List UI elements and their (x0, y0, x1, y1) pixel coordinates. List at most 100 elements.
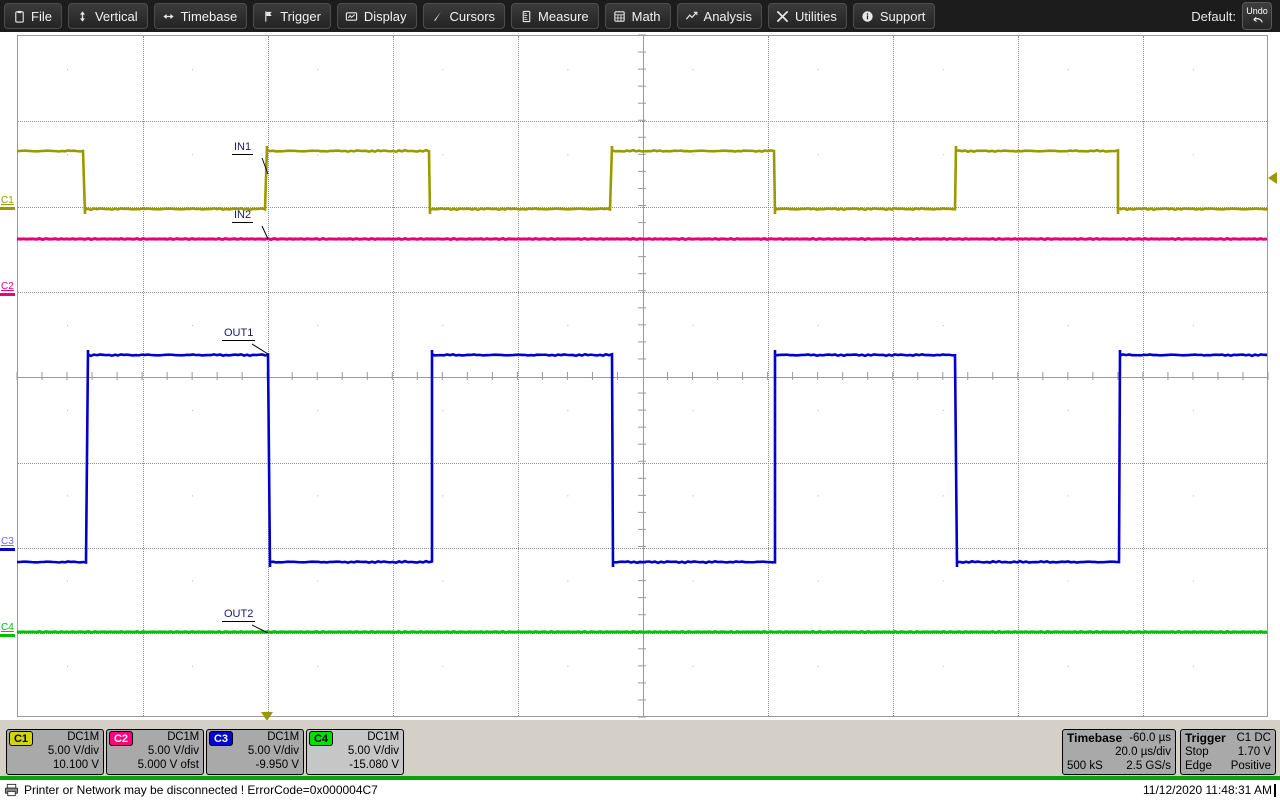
menu-button-measure[interactable]: Measure (511, 3, 599, 29)
menu-button-timebase[interactable]: Timebase (153, 3, 248, 29)
timebase-scale: 20.0 µs/div (1115, 746, 1171, 758)
waveform-label-in2[interactable]: IN2 (232, 209, 254, 223)
channel-tag-c1[interactable]: C1 (9, 731, 33, 746)
channel-marker-c4[interactable]: C4 (0, 623, 17, 637)
channel-scale-c4: 5.00 V/div (347, 745, 399, 757)
grid-vline (768, 36, 769, 716)
status-datetime: 11/12/2020 11:48:31 AM (1143, 783, 1272, 797)
channel-coupling-c1: DC1M (67, 731, 99, 743)
menu-button-utilities-label: Utilities (794, 8, 837, 24)
channel-scale-c1: 5.00 V/div (47, 745, 99, 757)
channel-offset-c1: 10.100 V (52, 759, 99, 771)
grid-vline (1143, 36, 1144, 716)
menu-button-utilities[interactable]: Utilities (767, 3, 847, 29)
ruler-icon (519, 9, 533, 23)
grid-vline (1018, 36, 1019, 716)
undo-button-label: Undo (1246, 6, 1268, 16)
grid-hline (18, 292, 1267, 293)
printer-icon (4, 783, 19, 797)
status-bar: Printer or Network may be disconnected !… (0, 780, 1280, 800)
undo-arrow-icon (1250, 16, 1265, 26)
menu-button-math[interactable]: Math (604, 3, 671, 29)
channel-marker-c1[interactable]: C1 (0, 196, 17, 210)
clipboard-icon (12, 9, 26, 23)
menu-button-measure-label: Measure (538, 8, 589, 24)
grid-hline (18, 121, 1267, 122)
channel-marker-c4-bar (0, 634, 15, 637)
menu-button-vertical[interactable]: Vertical (67, 3, 148, 29)
channel-marker-c4-label: C4 (1, 622, 14, 633)
waveform-label-out1[interactable]: OUT1 (222, 327, 256, 341)
grid-hline (18, 207, 1267, 208)
grid-frame (17, 35, 1268, 717)
timebase-memory: 500 kS (1067, 760, 1103, 772)
trigger-descriptor[interactable]: Trigger C1 DC Stop 1.70 V Edge Positive (1180, 729, 1276, 775)
channel-scale-c3: 5.00 V/div (247, 745, 299, 757)
channel-offset-c2: 5.000 V ofst (137, 759, 199, 771)
channel-marker-c3[interactable]: C3 (0, 537, 17, 551)
grid-vline (893, 36, 894, 716)
toolbar-right-group: Default: Undo (1191, 2, 1276, 30)
channel-descriptor-c2[interactable]: C2 DC1M 5.00 V/div 5.000 V ofst (106, 729, 204, 775)
channel-marker-c1-label: C1 (1, 195, 14, 206)
channel-descriptor-c3[interactable]: C3 DC1M 5.00 V/div -9.950 V (206, 729, 304, 775)
menu-button-cursors[interactable]: Cursors (422, 3, 506, 29)
menu-button-support[interactable]: Support (852, 3, 936, 29)
menu-button-analysis[interactable]: Analysis (676, 3, 762, 29)
grid-vline (143, 36, 144, 716)
channel-marker-c1-bar (0, 207, 15, 210)
channel-marker-c2[interactable]: C2 (0, 282, 17, 296)
menu-button-display[interactable]: Display (336, 3, 417, 29)
channel-marker-c3-bar (0, 548, 15, 551)
waveform-label-in1[interactable]: IN1 (232, 141, 254, 155)
grid-center-haxis (18, 377, 1267, 378)
green-separator (0, 776, 1280, 780)
menu-button-support-label: Support (879, 8, 926, 24)
bottom-status-panel: C1 DC1M 5.00 V/div 10.100 V C2 DC1M 5.00… (0, 720, 1280, 780)
channel-offset-c4: -15.080 V (349, 759, 399, 771)
menu-button-display-label: Display (363, 8, 407, 24)
menu-button-timebase-label: Timebase (180, 8, 238, 24)
waveform-label-out2[interactable]: OUT2 (222, 608, 256, 622)
flag-icon (261, 9, 275, 23)
menu-button-file[interactable]: File (4, 3, 62, 29)
updown-arrow-icon (76, 9, 90, 23)
timebase-sample-rate: 2.5 GS/s (1126, 760, 1171, 772)
menu-button-trigger[interactable]: Trigger (253, 3, 331, 29)
status-right-group: 11/12/2020 11:48:31 AM (1143, 783, 1280, 797)
channel-marker-c2-bar (0, 293, 15, 296)
trigger-type: Edge (1185, 760, 1212, 772)
info-icon (861, 9, 875, 23)
calculator-icon (613, 9, 627, 23)
menu-button-math-label: Math (631, 8, 661, 24)
trigger-slope: Positive (1230, 760, 1271, 772)
cursor-icon (431, 9, 445, 23)
graticule-area[interactable]: C1 C2 C3 C4 IN1 IN2 OUT1 OUT2 (0, 32, 1280, 720)
trendline-icon (685, 9, 699, 23)
channel-marker-c2-label: C2 (1, 281, 14, 292)
timebase-descriptor[interactable]: Timebase -60.0 µs 20.0 µs/div 500 kS 2.5… (1062, 729, 1176, 775)
menu-button-trigger-label: Trigger (280, 8, 321, 24)
trigger-position-marker[interactable] (261, 712, 273, 721)
channel-tag-c4[interactable]: C4 (309, 731, 333, 746)
timebase-title: Timebase (1067, 731, 1123, 745)
grid-center-vaxis (643, 36, 644, 716)
trigger-state: Stop (1185, 746, 1209, 758)
channel-coupling-c4: DC1M (367, 731, 399, 743)
status-message: Printer or Network may be disconnected !… (24, 783, 378, 797)
channel-scale-c2: 5.00 V/div (147, 745, 199, 757)
grid-hline (18, 633, 1267, 634)
channel-offset-c3: -9.950 V (255, 759, 299, 771)
timebase-delay: -60.0 µs (1129, 732, 1171, 744)
undo-button[interactable]: Undo (1242, 2, 1272, 30)
channel-coupling-c2: DC1M (167, 731, 199, 743)
grid-vline (268, 36, 269, 716)
channel-marker-c3-label: C3 (1, 536, 14, 547)
channel-tag-c3[interactable]: C3 (209, 731, 233, 746)
trigger-level: 1.70 V (1237, 746, 1271, 758)
channel-descriptor-c4[interactable]: C4 DC1M 5.00 V/div -15.080 V (306, 729, 404, 775)
channel-tag-c2[interactable]: C2 (109, 731, 133, 746)
trigger-level-marker[interactable] (1268, 172, 1277, 184)
channel-descriptor-c1[interactable]: C1 DC1M 5.00 V/div 10.100 V (6, 729, 104, 775)
